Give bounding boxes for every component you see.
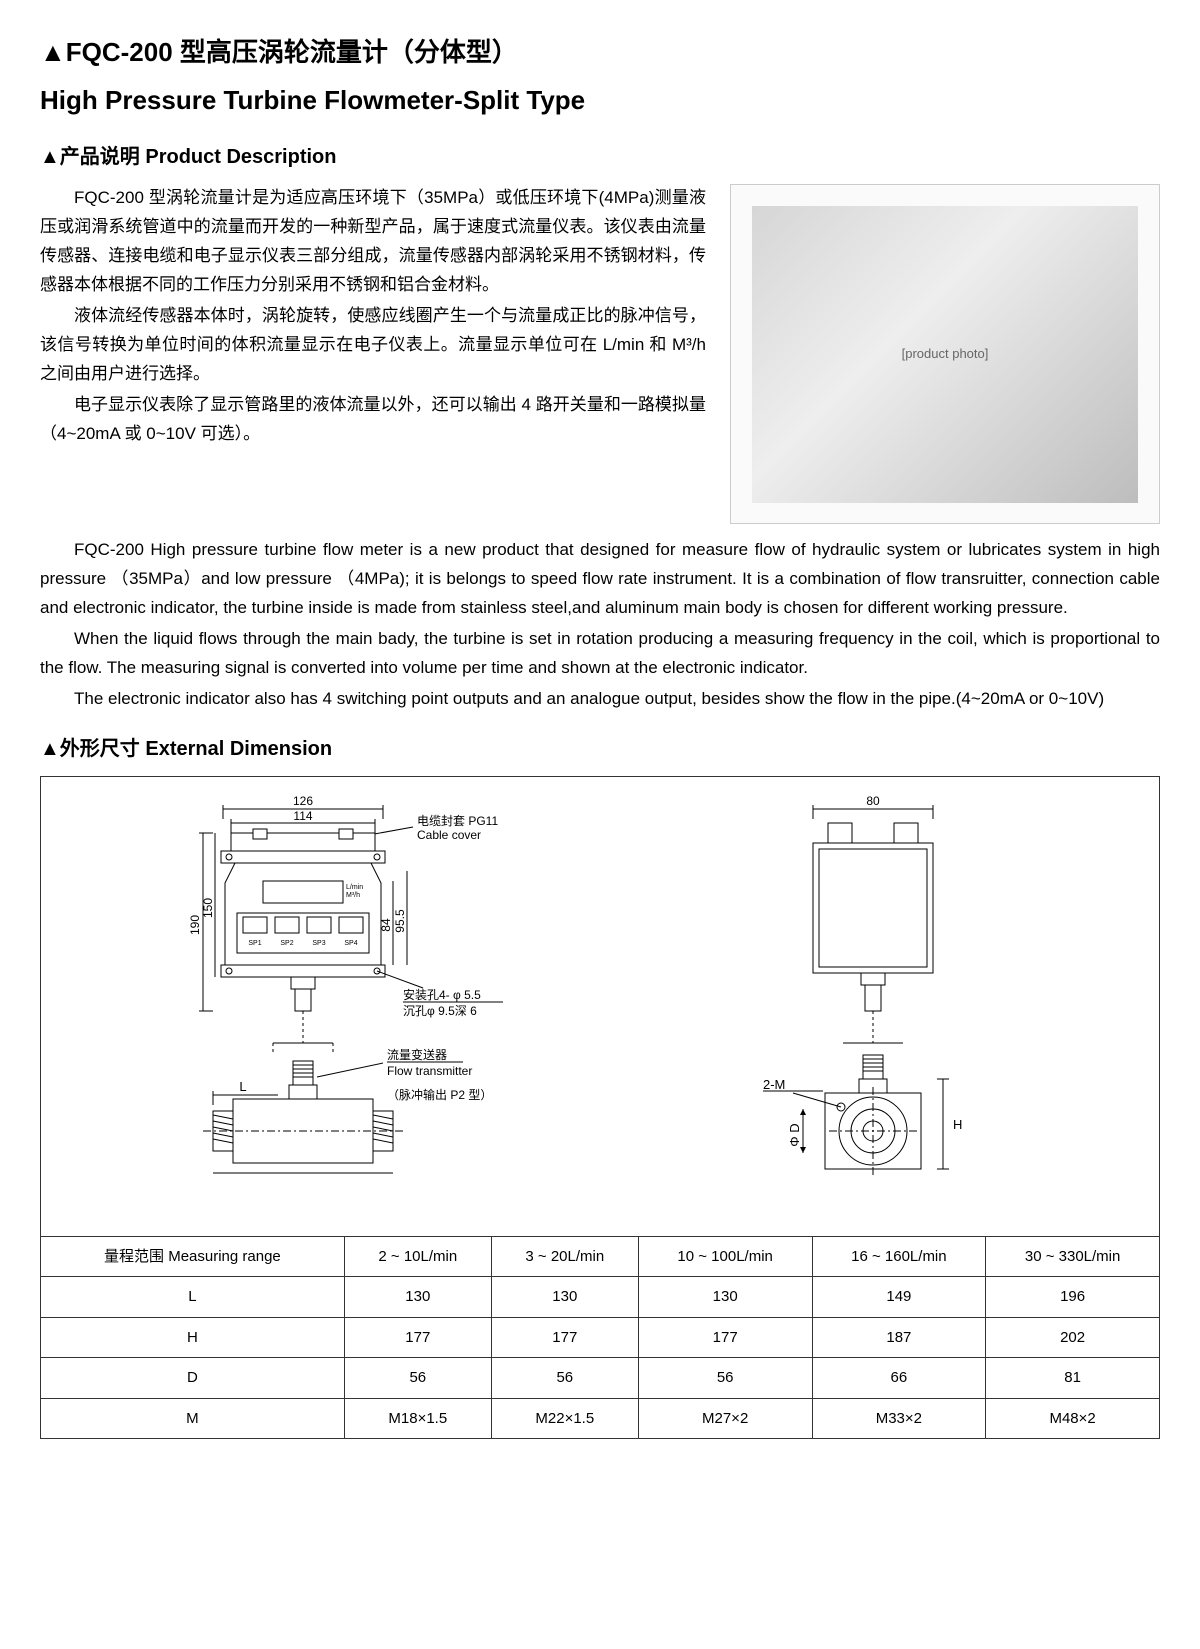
dim-114: 114 — [293, 809, 312, 823]
page-title-cn: ▲FQC-200 型高压涡轮流量计（分体型） — [40, 30, 1160, 74]
row-label-L: L — [41, 1277, 345, 1318]
desc-cn-p2: 液体流经传感器本体时，涡轮旋转，使感应线圈产生一个与流量成正比的脉冲信号，该信号… — [40, 302, 706, 389]
diagram-front-view: 126 114 电缆封套 PG11 Cable cover L/min M — [65, 793, 570, 1220]
panel-m3h: M³/h — [346, 892, 360, 899]
product-photo: [product photo] — [752, 206, 1137, 503]
description-text-col: FQC-200 型涡轮流量计是为适应高压环境下（35MPa）或低压环境下(4MP… — [40, 184, 706, 524]
mount-hole-cn: 安装孔4- φ 5.5 — [403, 987, 481, 1002]
cell: M18×1.5 — [344, 1398, 491, 1439]
dim-phiD: Φ D — [787, 1123, 802, 1146]
table-col-2: 10 ~ 100L/min — [638, 1236, 812, 1277]
cell: 202 — [986, 1317, 1160, 1358]
row-label-M: M — [41, 1398, 345, 1439]
page-title-en: High Pressure Turbine Flowmeter-Split Ty… — [40, 78, 1160, 122]
cell: 149 — [812, 1277, 986, 1318]
table-header-label: 量程范围 Measuring range — [41, 1236, 345, 1277]
dim-2M: 2-M — [763, 1077, 785, 1092]
front-view-svg: 126 114 电缆封套 PG11 Cable cover L/min M — [103, 793, 533, 1223]
diagram-side-view: 80 2-M — [630, 793, 1135, 1220]
table-col-0: 2 ~ 10L/min — [344, 1236, 491, 1277]
description-section: FQC-200 型涡轮流量计是为适应高压环境下（35MPa）或低压环境下(4MP… — [40, 184, 1160, 524]
cell: 56 — [491, 1358, 638, 1399]
cell: M22×1.5 — [491, 1398, 638, 1439]
mount-hole-cn2: 沉孔φ 9.5深 6 — [403, 1004, 477, 1018]
flow-tx-cn: 流量变送器 — [387, 1047, 447, 1062]
table-col-4: 30 ~ 330L/min — [986, 1236, 1160, 1277]
dim-H: H — [953, 1117, 962, 1132]
cell: M33×2 — [812, 1398, 986, 1439]
desc-en-p1: FQC-200 High pressure turbine flow meter… — [40, 536, 1160, 623]
table-col-1: 3 ~ 20L/min — [491, 1236, 638, 1277]
dim-L: L — [239, 1079, 246, 1094]
desc-cn-p3: 电子显示仪表除了显示管路里的液体流量以外，还可以输出 4 路开关量和一路模拟量（… — [40, 391, 706, 449]
side-view-svg: 80 2-M — [733, 793, 1033, 1223]
cable-cover-cn: 电缆封套 PG11 — [417, 814, 498, 828]
cell: 130 — [491, 1277, 638, 1318]
cell: M48×2 — [986, 1398, 1160, 1439]
cell: 177 — [491, 1317, 638, 1358]
table-header-row: 量程范围 Measuring range 2 ~ 10L/min 3 ~ 20L… — [41, 1236, 1160, 1277]
dim-150: 150 — [201, 897, 215, 917]
cell: 66 — [812, 1358, 986, 1399]
section-heading-dim: ▲外形尺寸 External Dimension — [40, 732, 1160, 766]
cell: 196 — [986, 1277, 1160, 1318]
sp4: SP4 — [344, 940, 357, 947]
desc-en-p2: When the liquid flows through the main b… — [40, 625, 1160, 683]
cell: 130 — [344, 1277, 491, 1318]
product-photo-container: [product photo] — [730, 184, 1160, 524]
section-heading-desc: ▲产品说明 Product Description — [40, 140, 1160, 174]
desc-cn-p1: FQC-200 型涡轮流量计是为适应高压环境下（35MPa）或低压环境下(4MP… — [40, 184, 706, 300]
table-row: D 56 56 56 66 81 — [41, 1358, 1160, 1399]
pulse-label: （脉冲输出 P2 型） — [387, 1087, 492, 1102]
table-row: H 177 177 177 187 202 — [41, 1317, 1160, 1358]
cell: 56 — [638, 1358, 812, 1399]
sp2: SP2 — [280, 940, 293, 947]
cable-cover-en: Cable cover — [417, 828, 481, 842]
sp3: SP3 — [312, 940, 325, 947]
cell: 81 — [986, 1358, 1160, 1399]
dim-190: 190 — [188, 914, 202, 934]
dimension-table: 量程范围 Measuring range 2 ~ 10L/min 3 ~ 20L… — [40, 1236, 1160, 1440]
row-label-D: D — [41, 1358, 345, 1399]
cell: 177 — [638, 1317, 812, 1358]
table-col-3: 16 ~ 160L/min — [812, 1236, 986, 1277]
sp1: SP1 — [248, 940, 261, 947]
flow-tx-en: Flow transmitter — [387, 1064, 472, 1078]
row-label-H: H — [41, 1317, 345, 1358]
dim-84: 84 — [379, 918, 393, 932]
cell: 56 — [344, 1358, 491, 1399]
dim-95-5: 95.5 — [393, 909, 407, 933]
cell: 177 — [344, 1317, 491, 1358]
dimension-diagram-area: 126 114 电缆封套 PG11 Cable cover L/min M — [40, 776, 1160, 1236]
panel-lmin: L/min — [346, 884, 363, 891]
cell: 187 — [812, 1317, 986, 1358]
cell: 130 — [638, 1277, 812, 1318]
cell: M27×2 — [638, 1398, 812, 1439]
desc-en-p3: The electronic indicator also has 4 swit… — [40, 685, 1160, 714]
dim-80: 80 — [866, 794, 880, 808]
dim-126: 126 — [292, 794, 312, 808]
table-row: L 130 130 130 149 196 — [41, 1277, 1160, 1318]
table-row: M M18×1.5 M22×1.5 M27×2 M33×2 M48×2 — [41, 1398, 1160, 1439]
